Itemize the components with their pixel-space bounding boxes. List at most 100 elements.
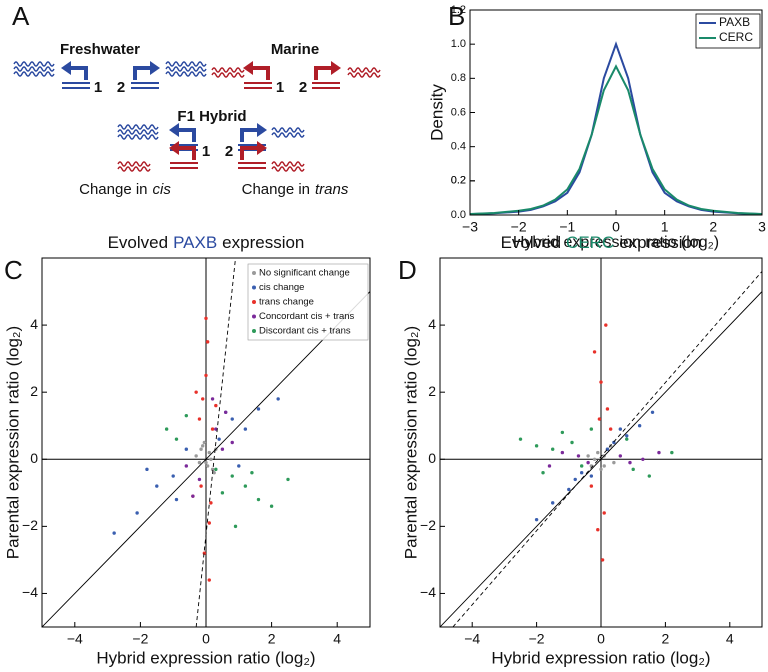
y-tick-label: 2 <box>428 383 436 399</box>
data-point <box>599 380 603 384</box>
data-point <box>628 460 632 465</box>
data-point <box>612 460 616 465</box>
data-point <box>589 474 594 478</box>
x-tick-label: 2 <box>662 631 670 647</box>
transcript-wave <box>165 61 207 67</box>
data-point <box>204 373 208 378</box>
data-point <box>233 524 238 529</box>
data-point <box>204 460 208 465</box>
plot-area <box>440 258 762 627</box>
promoter-head <box>243 61 253 75</box>
x-tick-label: 0 <box>597 631 605 647</box>
chart: B−3 −2 −1 0 1 2 30.00.20.40.60.81.00.21.2Hybri… <box>427 1 766 251</box>
data-point <box>199 484 203 488</box>
data-point <box>625 434 629 438</box>
x-tick-label: −4 <box>67 631 83 647</box>
data-point <box>212 470 216 475</box>
site-number: 2 <box>117 79 125 96</box>
plot-area <box>42 258 370 627</box>
data-point <box>600 558 605 562</box>
transcript-wave <box>211 72 245 78</box>
title-part: Evolved <box>108 233 168 252</box>
x-tick-label: 0 <box>612 219 620 235</box>
legend-label: CERC <box>719 30 753 44</box>
y-tick-label: 2 <box>30 383 38 399</box>
data-point <box>605 407 610 411</box>
data-point <box>214 467 218 472</box>
promoter-arrow <box>178 146 196 160</box>
data-point <box>112 531 116 535</box>
data-point <box>269 504 274 508</box>
x-axis-label: Hybrid expression ratio (log₂) <box>491 648 710 667</box>
data-point <box>230 440 234 445</box>
data-point <box>202 440 207 445</box>
data-point <box>573 477 577 482</box>
trans-caption: Change in trans <box>242 181 349 198</box>
x-tick-label: −3 <box>462 219 478 235</box>
data-point <box>604 323 608 327</box>
data-point <box>256 407 261 411</box>
data-point <box>567 487 571 492</box>
promoter-head <box>61 61 71 75</box>
x-tick-label: 4 <box>726 631 734 647</box>
data-point <box>184 447 189 451</box>
data-point <box>518 437 523 441</box>
data-point <box>597 417 602 421</box>
data-point <box>199 447 203 451</box>
chart: C −4 −2 0 2 4 −4 −2 0 2 4 Hybrid expression ratio (… <box>3 233 371 667</box>
promoter-arrow <box>70 66 88 80</box>
legend-swatch <box>252 314 256 319</box>
x-axis-label: Hybrid expression ratio (log₂) <box>96 648 315 667</box>
data-point <box>135 511 139 515</box>
legend-label: No significant change <box>259 268 350 279</box>
data-point <box>164 427 169 431</box>
reference-line <box>195 258 236 627</box>
promoter-arrow <box>240 128 258 142</box>
data-point <box>204 316 208 321</box>
density-line <box>470 41 762 215</box>
data-point <box>207 450 211 455</box>
transcript-wave <box>117 134 159 140</box>
promoter-head <box>257 141 267 155</box>
title-part: expression <box>222 233 304 252</box>
data-point <box>220 491 225 495</box>
transcript-wave <box>117 129 159 135</box>
data-point <box>579 464 584 468</box>
y-tick-label: 0.6 <box>451 106 466 118</box>
data-point <box>207 578 211 582</box>
data-point <box>209 457 213 461</box>
data-point <box>174 437 179 441</box>
data-point <box>184 413 189 418</box>
data-point <box>547 464 552 468</box>
x-axis-label: Hybrid expression ratio (log₂) <box>513 234 719 251</box>
data-point <box>237 464 241 468</box>
data-point <box>217 437 221 441</box>
promoter-head <box>169 141 179 155</box>
data-point <box>230 474 234 478</box>
panel-letter: C <box>4 255 23 285</box>
y-tick-label: 0.2 <box>451 175 466 187</box>
y-tick-label: −4 <box>22 584 38 600</box>
data-point <box>596 528 600 532</box>
chart-title: Evolved CERC expression <box>501 233 702 252</box>
data-point <box>286 477 290 482</box>
promoter-arrow <box>240 146 258 160</box>
chart-title: Evolved PAXB expression <box>108 233 305 252</box>
y-tick-label: −4 <box>420 584 436 600</box>
data-point <box>197 477 202 482</box>
site-number: 1 <box>202 143 210 160</box>
transcript-wave <box>347 72 381 78</box>
data-point <box>631 467 635 472</box>
data-point <box>201 397 205 401</box>
reference-line <box>440 290 762 627</box>
transcript-wave <box>13 66 55 72</box>
data-point <box>207 521 211 525</box>
title-part: Evolved <box>501 233 561 252</box>
data-point <box>209 501 213 505</box>
panel-letter: D <box>398 255 417 285</box>
site-number: 2 <box>299 79 307 96</box>
x-tick-label: 2 <box>268 631 276 647</box>
plot-area <box>470 41 762 215</box>
panel-letter: B <box>448 1 465 31</box>
data-point <box>210 427 215 431</box>
